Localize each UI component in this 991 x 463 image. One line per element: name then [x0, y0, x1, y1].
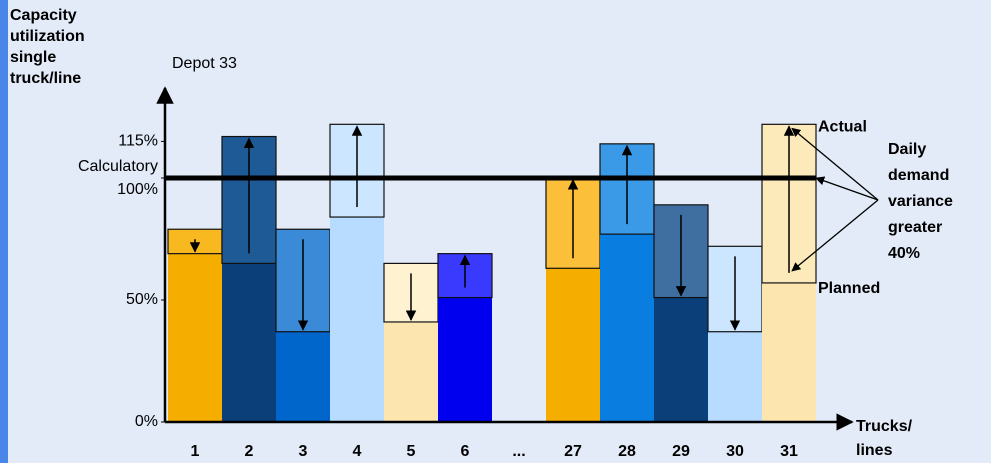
x-tick-label: 1 [191, 443, 200, 460]
base-bar [546, 268, 600, 422]
annotation-pointer [815, 176, 879, 201]
x-axis-title: Trucks/ [856, 418, 913, 435]
annotation-pointer [791, 127, 879, 201]
annotation: variance [888, 193, 953, 210]
x-tick-label: 5 [407, 443, 416, 460]
y-axis-title: single [10, 49, 56, 66]
annotation: Daily [888, 141, 926, 158]
x-tick-label: 6 [461, 443, 470, 460]
chart-title: Depot 33 [172, 55, 237, 72]
annotation: 40% [888, 245, 920, 262]
base-bar [600, 234, 654, 422]
annotation: greater [888, 219, 942, 236]
base-bar [762, 282, 816, 422]
base-bar [168, 253, 222, 422]
x-tick-label: 28 [618, 443, 636, 460]
side-strip [0, 0, 8, 463]
base-bar [276, 331, 330, 422]
y-axis-title: utilization [10, 28, 85, 45]
x-tick-label: 2 [245, 443, 254, 460]
y-axis-title: truck/line [10, 70, 81, 87]
x-tick-label: 30 [726, 443, 744, 460]
x-tick-label: 29 [672, 443, 690, 460]
x-axis-title: lines [856, 442, 893, 459]
base-bar [330, 217, 384, 422]
reference-label: Calculatory [78, 158, 158, 175]
y-tick-label: 0% [135, 413, 158, 430]
annotation: demand [888, 167, 949, 184]
x-tick-label: 3 [299, 443, 308, 460]
x-tick-label: ... [512, 443, 525, 460]
y-tick-label: 115% [118, 133, 158, 150]
base-bar [708, 331, 762, 422]
base-bar [222, 263, 276, 422]
actual-label: Actual [818, 119, 867, 136]
planned-label: Planned [818, 280, 880, 297]
annotation-pointer [791, 199, 879, 272]
base-bar [654, 297, 708, 422]
y-tick-label: 100% [117, 181, 158, 198]
y-axis-title: Capacity [10, 7, 77, 24]
x-tick-label: 31 [780, 443, 798, 460]
y-tick-label: 50% [126, 291, 158, 308]
x-tick-label: 27 [564, 443, 582, 460]
base-bar [384, 321, 438, 422]
x-tick-label: 4 [353, 443, 362, 460]
base-bar [438, 297, 492, 422]
